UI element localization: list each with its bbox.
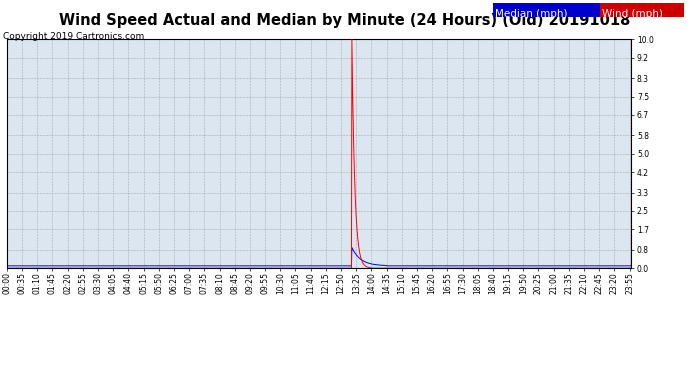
Text: Wind Speed Actual and Median by Minute (24 Hours) (Old) 20191018: Wind Speed Actual and Median by Minute (… [59,13,631,28]
Text: Wind (mph): Wind (mph) [602,9,663,19]
Text: Copyright 2019 Cartronics.com: Copyright 2019 Cartronics.com [3,32,145,41]
Text: Median (mph): Median (mph) [495,9,568,19]
